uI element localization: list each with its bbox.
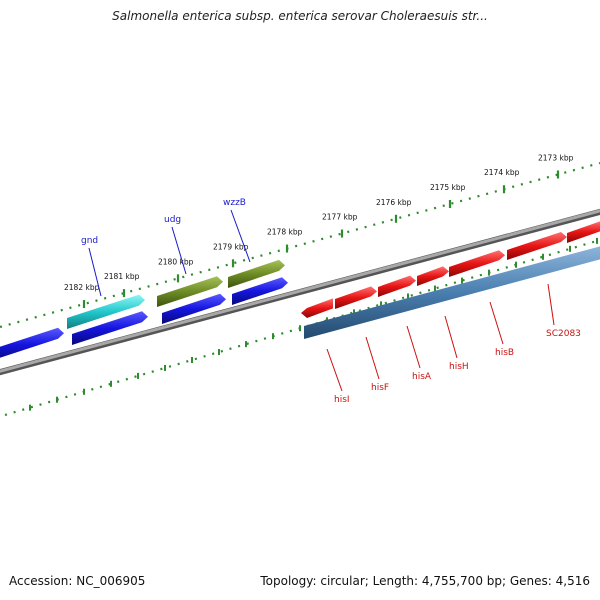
gene-blue-arrow [0, 327, 64, 358]
gene-blue-arrow [162, 293, 226, 324]
feature-layer [0, 221, 600, 358]
ruler-tick-label: 2180 kbp [158, 257, 194, 266]
ruler-tick-label: 2175 kbp [430, 183, 466, 192]
gene-blue-arrow [72, 311, 148, 345]
genome-summary-text: Topology: circular; Length: 4,755,700 bp… [260, 574, 590, 588]
gene-udg-arrow [157, 276, 223, 307]
ruler-tick-label: 2173 kbp [538, 153, 574, 162]
gene-label-wzzB: wzzB [223, 198, 246, 208]
gene-hisI-arrow [301, 298, 333, 318]
gene-SC2083-arrow [567, 221, 600, 243]
gene-leader-line [326, 348, 343, 392]
gene-label-hisB: hisB [495, 348, 514, 358]
gene-label-gnd: gnd [81, 236, 98, 246]
gene-leader-line [489, 301, 504, 345]
gene-leader-line [365, 336, 380, 380]
gene-leader-line [88, 247, 102, 297]
label-layer: gnd udg wzzB hisI hisF hisA hisH hisB SC2083 [81, 198, 581, 405]
accession-text: Accession: NC_006905 [9, 574, 146, 588]
map-title: Salmonella enterica subsp. enterica sero… [112, 9, 488, 23]
gene-label-hisI: hisI [334, 395, 350, 405]
gene-label-hisH: hisH [449, 362, 469, 372]
ruler-tick-label: 2182 kbp [64, 283, 100, 292]
gene-hisA-arrow [378, 275, 416, 297]
gene-leader-line [230, 209, 251, 263]
gene-gnd-arrow [67, 294, 145, 329]
gene-blue-arrow [232, 277, 288, 305]
gene-hisF-arrow [335, 286, 377, 309]
gene-his-arrow [507, 232, 567, 260]
gene-leader-line [444, 315, 458, 359]
gene-hisB-arrow [449, 250, 505, 277]
gene-label-hisF: hisF [371, 383, 389, 393]
gene-leader-line [406, 325, 421, 369]
ruler-tick-label: 2174 kbp [484, 168, 520, 177]
ruler-tick-label: 2179 kbp [213, 242, 249, 251]
gene-hisH-arrow [417, 266, 449, 286]
operon-his-bar [304, 246, 600, 339]
gene-label-SC2083: SC2083 [546, 329, 581, 339]
ruler-tick-label: 2177 kbp [322, 213, 358, 222]
gene-label-hisA: hisA [412, 372, 432, 382]
genome-backbone [0, 208, 600, 376]
ruler-layer: 2182 kbp 2181 kbp 2180 kbp 2179 kbp 2178 kbp… [0, 153, 600, 417]
gene-wzzB-arrow [228, 259, 285, 288]
ruler-tick-label: 2178 kbp [267, 228, 303, 237]
gene-leader-line [171, 226, 187, 275]
ruler-tick-label: 2181 kbp [104, 272, 140, 281]
ruler-tick-label: 2176 kbp [376, 198, 412, 207]
gene-leader-line [547, 283, 555, 326]
gene-label-udg: udg [164, 215, 181, 225]
